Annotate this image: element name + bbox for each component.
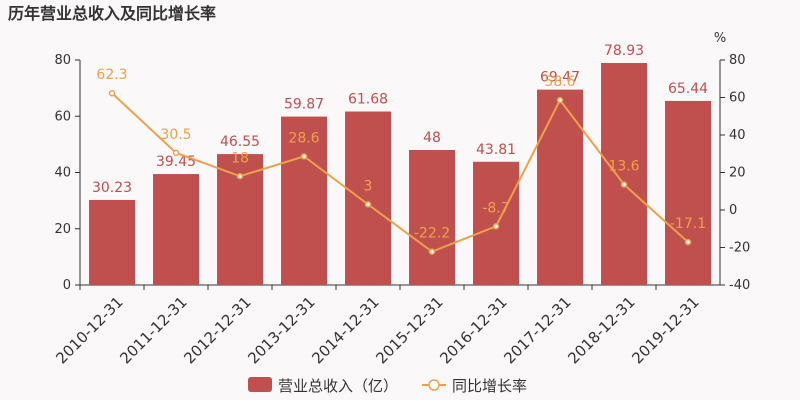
y2-tick-label: 80 <box>729 53 746 68</box>
line-point <box>300 153 308 160</box>
bar <box>153 174 199 285</box>
bar-value-label: 59.87 <box>284 97 324 113</box>
line-point <box>492 223 500 230</box>
x-tick-label: 2018-12-31 <box>564 293 638 367</box>
x-tick-label: 2015-12-31 <box>372 293 446 367</box>
chart-title: 历年营业总收入及同比增长率 <box>8 4 216 23</box>
line-point <box>236 173 244 180</box>
bar-value-label: 61.68 <box>348 92 388 108</box>
bar <box>409 150 455 285</box>
line-value-label: 62.3 <box>96 67 127 83</box>
bar <box>89 199 135 285</box>
bar <box>665 100 711 285</box>
line-point <box>620 181 628 188</box>
bar-value-label: 43.81 <box>476 142 516 158</box>
bar-value-label: 65.44 <box>668 81 708 97</box>
x-tick-label: 2013-12-31 <box>244 293 318 367</box>
bar-value-label: 69.47 <box>540 70 580 86</box>
y2-tick-label: 0 <box>729 203 737 218</box>
line-value-label: 13.6 <box>608 159 639 175</box>
y2-tick-label: -40 <box>729 278 750 293</box>
x-tick-label: 2012-12-31 <box>180 293 254 367</box>
bar <box>601 63 647 286</box>
line-value-label: 3 <box>364 178 373 194</box>
line-value-label: 58.6 <box>544 74 575 90</box>
y-tick-label: 20 <box>54 222 71 237</box>
x-tick-label: 2016-12-31 <box>436 293 510 367</box>
line-value-label: 18 <box>231 150 249 166</box>
line-value-label: -22.2 <box>414 226 450 242</box>
line-point <box>556 96 564 104</box>
legend-swatch <box>248 377 272 392</box>
line-value-label: -17.1 <box>670 216 706 232</box>
legend-label: 营业总收入（亿） <box>278 377 398 395</box>
bar <box>345 111 391 286</box>
line-point <box>684 238 692 246</box>
line-point <box>108 89 116 97</box>
x-tick-label: 2010-12-31 <box>52 293 126 367</box>
bar-value-label: 48 <box>423 130 441 146</box>
line-value-label: 30.5 <box>160 127 191 143</box>
legend-label: 同比增长率 <box>452 377 527 395</box>
line <box>111 92 689 253</box>
y2-tick-label: -20 <box>729 241 750 256</box>
bar <box>537 89 583 285</box>
x-tick-label: 2014-12-31 <box>308 293 382 367</box>
bar-value-label: 46.55 <box>220 134 260 150</box>
legend: 营业总收入（亿） 同比增长率 <box>248 377 527 395</box>
x-tick-label: 2011-12-31 <box>116 293 190 367</box>
y-tick-label: 0 <box>63 278 71 293</box>
y2-tick-label: 20 <box>729 166 746 181</box>
line-point <box>172 149 180 157</box>
line-value-label: 28.6 <box>288 130 319 146</box>
y-tick-label: 60 <box>54 109 71 124</box>
line-point <box>428 248 436 255</box>
bar-value-label: 30.23 <box>92 180 132 196</box>
y-tick-label: 80 <box>54 53 71 68</box>
y2-tick-label: 40 <box>729 128 746 143</box>
line-value-label: -8.7 <box>482 200 509 216</box>
legend-swatch <box>428 379 440 391</box>
bar <box>281 116 327 285</box>
x-tick-label: 2019-12-31 <box>628 293 702 367</box>
y2-axis-label: % <box>714 31 726 46</box>
y2-tick-label: 60 <box>729 91 746 106</box>
line-point <box>364 201 372 208</box>
bar-value-label: 39.45 <box>156 154 196 170</box>
bar-value-label: 78.93 <box>604 43 644 59</box>
x-tick-label: 2017-12-31 <box>500 293 574 367</box>
y-tick-label: 40 <box>54 166 71 181</box>
